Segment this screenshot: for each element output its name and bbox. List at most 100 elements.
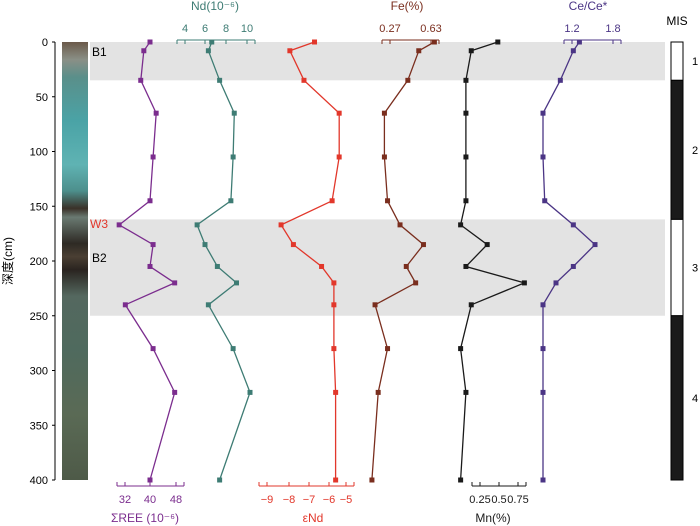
axis-title-end: εNd [303,511,324,525]
core-label-b1: B1 [92,45,107,59]
mis-stage-3 [670,218,684,317]
mis-stage-4 [670,315,684,481]
point-fe [420,242,426,248]
point-ree [150,346,156,352]
point-fe [369,477,375,483]
point-end [312,39,318,45]
point-mn [484,242,490,248]
point-fe [385,346,391,352]
point-nd [230,154,236,160]
point-mn [463,198,469,204]
point-end [331,280,337,286]
point-ree [150,154,156,160]
point-end [290,242,296,248]
mis-stage-label: 2 [692,145,698,157]
tick-label-ce: 1.2 [564,23,579,35]
point-mn [463,110,469,116]
point-end [287,48,293,54]
axis-title-mn: Mn(%) [475,511,510,525]
point-ree [116,222,122,228]
point-ree [172,389,178,395]
depth-tick-label: 150 [30,201,48,213]
point-ce [540,302,546,308]
mis-column: 1 2 3 4 [670,41,698,481]
axis-ce: 1.2 1.8 Ce/Ce* [563,0,622,44]
tick-label-end: −8 [283,494,296,506]
point-fe [381,154,387,160]
depth-tick-label: 350 [30,420,48,432]
tick-label-end: −5 [340,494,353,506]
point-mn [458,222,464,228]
point-end [333,389,339,395]
point-ce [553,280,559,286]
point-mn [468,302,474,308]
point-fe [385,198,391,204]
point-fe [431,39,437,45]
point-ce [592,242,598,248]
point-ce [576,39,582,45]
point-ree [153,110,159,116]
point-nd [214,263,220,269]
point-ce [557,77,563,83]
point-ce [570,48,576,54]
tick-label-ree: 48 [170,494,182,506]
core-label-w3: W3 [90,217,108,231]
point-end [278,222,284,228]
tick-label-nd: 10 [241,23,253,35]
point-end [301,77,307,83]
point-ce [540,154,546,160]
point-end [331,302,337,308]
point-nd [217,477,223,483]
line-ce [542,41,596,480]
point-nd [202,242,208,248]
tick-label-nd: 8 [223,23,229,35]
tick-label-nd: 6 [202,23,208,35]
point-nd [209,39,215,45]
point-fe [413,280,419,286]
mis-stage-1 [670,41,684,81]
point-nd [234,280,239,286]
point-nd [205,48,211,54]
depth-tick-label: 250 [30,311,48,323]
point-nd [194,222,200,228]
depth-tick-label: 300 [30,366,48,378]
line-ree [118,41,177,481]
mis-stage-label: 4 [692,393,698,405]
axis-title-ree: ΣREE (10⁻⁶) [111,511,179,525]
tick-label-ce: 1.8 [605,23,620,35]
point-nd [230,346,236,352]
point-end [329,198,335,204]
point-ce [542,198,548,204]
axis-title-nd: Nd(10⁻⁶) [191,0,239,13]
point-mn [458,477,464,483]
point-end [331,346,337,352]
shaded-interval-2 [90,219,665,316]
point-fe [397,222,403,228]
tick-label-mn: 0.25 [469,494,490,506]
tick-label-ree: 40 [144,494,156,506]
point-nd [228,198,234,204]
series-end: −9 −8 −7 −6 −5 εNd [258,39,355,525]
core-photo [62,42,88,480]
axis-end: −9 −8 −7 −6 −5 εNd [258,482,355,525]
point-mn [463,389,469,395]
point-fe [416,48,422,54]
point-ce [540,477,546,483]
axis-mn: 0.25 0.5 0.75 Mn(%) [469,482,529,525]
axis-title-fe: Fe(%) [391,0,424,13]
point-nd [247,389,253,395]
tick-label-end: −7 [303,494,316,506]
series-ce: 1.2 1.8 Ce/Ce* [540,0,622,483]
depth-tick-label: 100 [30,147,48,159]
point-mn [521,280,527,286]
point-fe [405,77,411,83]
depth-axis-label: 深度(cm) [0,237,15,285]
point-fe [403,263,409,269]
axis-ree: 32 40 48 ΣREE (10⁻⁶) [111,482,185,525]
point-ree [147,477,153,483]
point-ree [150,242,156,248]
point-ree [147,263,153,269]
point-ce [540,346,546,352]
